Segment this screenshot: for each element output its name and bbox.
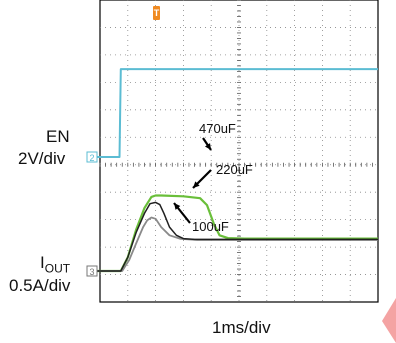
annotation-arrows [173, 137, 212, 224]
en-channel-label: EN [46, 127, 70, 146]
trigger-marker [153, 6, 160, 20]
trace-100uf [88, 216, 378, 272]
iout-label-sub: OUT [44, 261, 71, 276]
iout-label-main: I [40, 253, 45, 272]
trigger-marker-label: T [154, 8, 160, 18]
iout-marker-label: 3 [89, 267, 94, 277]
iout-channel-label: IOUT [40, 253, 70, 275]
graticule [99, 0, 379, 303]
annotation-100uf: 100uF [192, 219, 229, 234]
arrow-100uf-head [174, 203, 181, 210]
traces [88, 68, 378, 273]
arrow-220uf-head [193, 181, 200, 188]
en-marker-label: 2 [89, 153, 94, 163]
annotation-220uf: 220uF [216, 162, 253, 177]
annotation-470uf: 470uF [199, 121, 236, 136]
time-scale-label: 1ms/div [212, 318, 271, 337]
trace-220uf [88, 201, 378, 272]
iout-channel-scale: 0.5A/div [9, 276, 71, 295]
en-trace [88, 68, 378, 158]
en-marker [86, 151, 98, 163]
pink-corner-marker [382, 298, 396, 343]
arrow-470uf-head [204, 143, 211, 150]
en-channel-scale: 2V/div [18, 149, 66, 168]
iout-marker [86, 265, 98, 277]
channel-markers: 2 3 T [86, 6, 396, 343]
